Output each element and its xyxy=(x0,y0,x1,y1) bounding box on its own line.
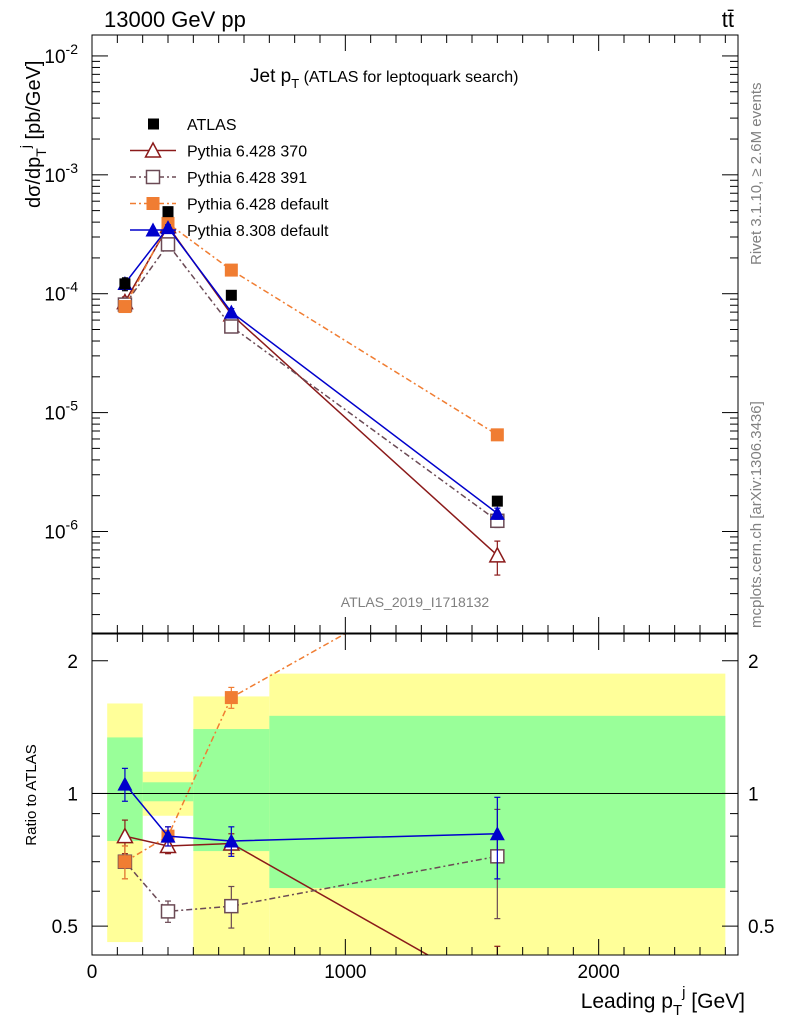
y-tick-label: 10-4 xyxy=(44,279,78,306)
legend: ATLAS Pythia 6.428 370 Pythia 6.428 391 Pyt… xyxy=(130,117,329,240)
legend-label: Pythia 6.428 default xyxy=(187,197,329,214)
series-marker xyxy=(118,300,132,314)
legend-label: Pythia 8.308 default xyxy=(187,223,329,240)
ratio-y-tick-label-right: 2 xyxy=(748,652,759,673)
ratio-series-line xyxy=(124,855,498,913)
y-tick-label: 10-5 xyxy=(44,398,78,425)
data-marker xyxy=(491,495,503,507)
series-line xyxy=(124,243,498,522)
ratio-frame xyxy=(91,633,739,956)
y-tick-label-exp: -5 xyxy=(66,398,79,414)
ratio-marker xyxy=(160,828,176,843)
legend-label: Pythia 6.428 391 xyxy=(187,170,307,187)
ratio-axis-ticks: 0.5 0.5 1 1 2 2 0 1000 2000 xyxy=(52,634,774,983)
series-0 xyxy=(116,217,507,576)
main-frame xyxy=(91,34,739,634)
mcplots-label: mcplots.cern.ch [arXiv:1306.3436] xyxy=(748,401,765,628)
legend-marker xyxy=(145,222,161,237)
ratio-marker xyxy=(223,833,239,848)
y-tick-label-exp: -2 xyxy=(66,41,79,57)
data-marker xyxy=(225,289,237,301)
legend-marker xyxy=(146,197,160,210)
series-marker xyxy=(490,428,504,442)
series-line xyxy=(124,222,498,436)
main-panel: 10-610-510-410-310-2 Jet pT (ATLAS for l… xyxy=(17,34,739,634)
series-marker xyxy=(488,546,507,563)
series-marker xyxy=(160,237,176,252)
ratio-series-line xyxy=(124,835,430,955)
y-tick-label: 10-6 xyxy=(44,516,78,543)
y-tick-label-base: 10 xyxy=(44,166,65,187)
uncertainty-band-inner xyxy=(142,782,194,802)
ratio-marker xyxy=(116,827,134,844)
legend-marker xyxy=(145,169,161,185)
main-axis-ticks: 10-610-510-410-310-2 xyxy=(44,35,738,633)
analysis-label: ATLAS_2019_I1718132 xyxy=(341,594,490,610)
ratio-panel: 0.5 0.5 1 1 2 2 0 1000 2000 Ratio to ATLAS Leadi… xyxy=(23,633,774,1019)
x-tick-label: 2000 xyxy=(578,962,620,983)
legend-label: ATLAS xyxy=(187,117,237,134)
ratio-plot-area xyxy=(92,634,738,1001)
main-y-axis-label: dσ/dpTj [pb/GeV] xyxy=(17,61,49,208)
ratio-marker xyxy=(490,987,505,1001)
y-tick-label-base: 10 xyxy=(44,522,65,543)
ratio-y-tick-label-right: 0.5 xyxy=(748,917,774,938)
ratio-y-tick-label: 0.5 xyxy=(52,917,78,938)
y-tick-label: 10-3 xyxy=(44,160,78,187)
y-tick-label-exp: -3 xyxy=(66,160,79,176)
y-tick-label-exp: -6 xyxy=(66,516,79,532)
ratio-y-tick-label-right: 1 xyxy=(748,784,759,805)
legend-label: Pythia 6.428 370 xyxy=(187,144,307,161)
x-tick-label: 1000 xyxy=(324,962,366,983)
ratio-y-tick-label: 2 xyxy=(67,652,78,673)
series-3 xyxy=(117,220,505,520)
x-axis-label: Leading pTj [GeV] xyxy=(581,984,745,1019)
y-tick-label-exp: -4 xyxy=(66,279,79,295)
main-title: Jet pT (ATLAS for leptoquark search) xyxy=(250,66,519,91)
main-plot-area xyxy=(116,206,507,576)
series-2 xyxy=(118,216,504,442)
process-label: tt̄ xyxy=(722,7,734,32)
legend-marker xyxy=(148,118,159,130)
energy-label: 13000 GeV pp xyxy=(104,7,246,32)
ratio-series-3 xyxy=(117,767,505,880)
ratio-marker xyxy=(160,904,176,919)
rivet-label: Rivet 3.1.10, ≥ 2.6M events xyxy=(748,83,765,266)
ratio-series-line xyxy=(124,783,498,842)
ratio-y-axis-label: Ratio to ATLAS xyxy=(23,744,40,845)
series-marker xyxy=(223,304,239,319)
ratio-marker xyxy=(224,898,239,914)
y-tick-label: 10-2 xyxy=(44,41,78,68)
y-tick-label-base: 10 xyxy=(44,47,65,68)
legend-marker xyxy=(144,141,162,158)
ratio-marker xyxy=(117,776,133,791)
y-tick-label-base: 10 xyxy=(44,404,65,425)
y-tick-label-base: 10 xyxy=(44,285,65,306)
series-marker xyxy=(224,263,238,277)
x-tick-label: 0 xyxy=(87,962,98,983)
series-marker xyxy=(224,319,239,334)
series-marker xyxy=(489,505,505,520)
ratio-marker xyxy=(224,691,238,705)
ratio-series-line xyxy=(124,634,347,863)
data-marker xyxy=(119,278,131,290)
series-line xyxy=(124,226,498,514)
ratio-marker xyxy=(489,826,505,841)
ratio-marker xyxy=(118,855,132,869)
ratio-y-tick-label: 1 xyxy=(67,784,78,805)
series-line xyxy=(124,224,498,556)
data-points xyxy=(119,206,503,507)
series-1 xyxy=(117,237,505,529)
data-marker xyxy=(162,206,174,218)
